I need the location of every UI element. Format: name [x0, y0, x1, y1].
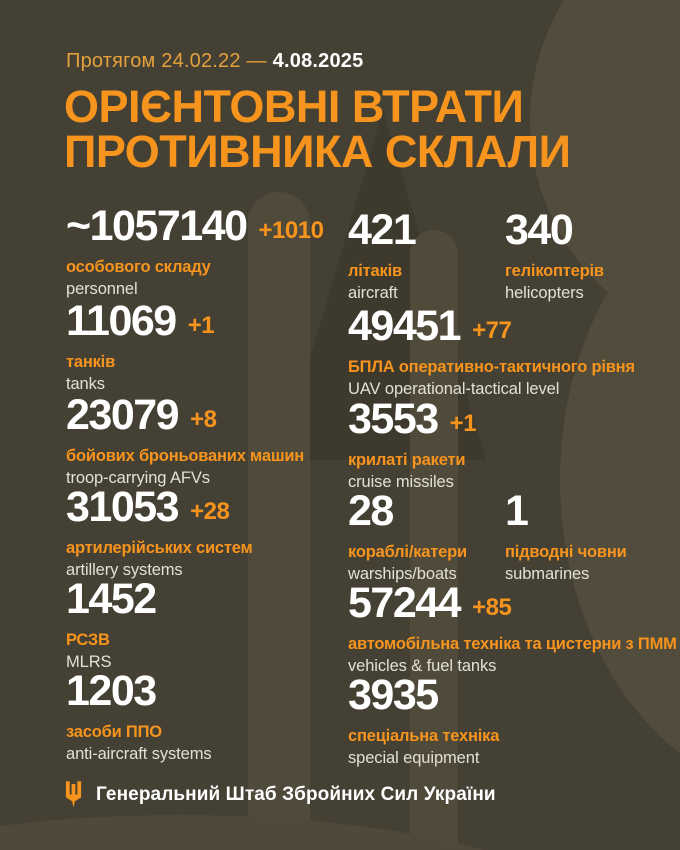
stat-label-en: troop-carrying AFVs [66, 468, 210, 487]
stat-mlrs: 1452 РСЗВ MLRS [66, 575, 157, 673]
stat-artillery: 31053 +28 артилерійських систем artillery… [66, 486, 253, 581]
stat-label-uk: гелікоптерів [505, 262, 604, 280]
stat-delta: +77 [472, 317, 512, 344]
stat-label-en: cruise missiles [348, 472, 454, 491]
stat-value: 1203 [66, 667, 157, 715]
stat-label-en: tanks [66, 374, 105, 393]
tryzub-icon [64, 781, 83, 808]
stat-helicopters: 340 гелікоптерів helicopters [505, 209, 604, 304]
page-title: ОРІЄНТОВНІ ВТРАТИ ПРОТИВНИКА СКЛАЛИ [64, 81, 571, 177]
report-date: 4.08.2025 [272, 50, 364, 72]
stat-label-en: helicopters [505, 283, 584, 302]
stat-delta: +1 [187, 312, 215, 339]
stat-label-uk: підводні човни [505, 543, 627, 561]
stat-delta: +85 [472, 594, 512, 621]
stat-label-uk: засоби ППО [66, 723, 162, 741]
stat-label-uk: крилаті ракети [348, 451, 466, 469]
stat-value: 1452 [66, 575, 157, 623]
stat-value: 3553 [348, 395, 439, 443]
stat-cruise-missiles: 3553 +1 крилаті ракети cruise missiles [348, 395, 477, 493]
stat-special-equipment: 3935 спеціальна техніка special equipmen… [348, 674, 499, 769]
stat-tanks: 11069 +1 танків tanks [66, 297, 215, 395]
organization-name: Генеральний Штаб Збройних Сил України [96, 783, 496, 805]
stat-uav: 49451 +77 БПЛА оперативно-тактичного рівн… [348, 305, 635, 400]
stat-label-uk: особового складу [66, 258, 211, 276]
stat-label-uk: бойових броньованих машин [66, 447, 305, 465]
stat-afv: 23079 +8 бойових броньованих машин troop-… [66, 394, 304, 489]
stat-value: 31053 [66, 483, 180, 531]
stat-label-en: vehicles & fuel tanks [348, 656, 497, 675]
stat-label-en: submarines [505, 564, 590, 583]
stat-value: 57244 [348, 579, 462, 627]
stat-label-en: special equipment [348, 748, 480, 767]
stat-label-uk: артилерійських систем [66, 539, 253, 557]
page-title-line-2: ПРОТИВНИКА СКЛАЛИ [64, 126, 571, 177]
stat-label-en: warships/boats [348, 564, 457, 583]
report-period: Протягом 24.02.22 —4.08.2025 [66, 50, 363, 73]
stat-label-en: artillery systems [66, 560, 183, 579]
stat-value: 3935 [348, 671, 439, 719]
stat-label-uk: РСЗВ [66, 631, 110, 649]
stat-value: 421 [348, 206, 417, 254]
stat-warships: 28 кораблі/катери warships/boats [348, 490, 467, 585]
stat-value: 11069 [66, 297, 177, 345]
period-label: Протягом 24.02.22 — [66, 50, 267, 72]
stat-value: 49451 [348, 302, 462, 350]
stat-vehicles: 57244 +85 автомобільна техніка та цистерн… [348, 582, 677, 677]
stat-personnel: ~1057140 +1010 особового складу personnel [66, 202, 324, 300]
stat-label-en: aircraft [348, 283, 398, 302]
stat-value: 23079 [66, 391, 180, 439]
stat-label-uk: автомобільна техніка та цистерни з ПММ [348, 635, 677, 653]
footer: Генеральний Штаб Збройних Сил України [64, 781, 496, 808]
stat-label-en: UAV operational-tactical level [348, 379, 560, 398]
stat-submarines: 1 підводні човни submarines [505, 490, 627, 585]
page-title-line-1: ОРІЄНТОВНІ ВТРАТИ [64, 81, 524, 132]
stat-delta: +1 [449, 410, 477, 437]
stat-delta: +1010 [258, 217, 324, 244]
stat-label-uk: БПЛА оперативно-тактичного рівня [348, 358, 635, 376]
stat-label-uk: кораблі/катери [348, 543, 467, 561]
stat-value: 28 [348, 487, 394, 535]
stat-label-uk: танків [66, 353, 116, 371]
stat-label-uk: спеціальна техніка [348, 727, 500, 745]
stat-label-en: anti-aircraft systems [66, 744, 212, 763]
stat-label-en: personnel [66, 279, 138, 298]
stat-label-uk: літаків [348, 262, 402, 280]
stat-anti-aircraft: 1203 засоби ППО anti-aircraft systems [66, 670, 212, 765]
stat-delta: +8 [190, 406, 217, 433]
watermark-shape [0, 815, 610, 850]
stat-value: ~1057140 [66, 202, 248, 250]
stat-delta: +28 [190, 498, 230, 525]
stat-value: 340 [505, 206, 574, 254]
stat-value: 1 [505, 487, 529, 535]
watermark-tryzub-prong [410, 230, 458, 850]
watermark-tryzub-prong [248, 192, 310, 850]
stat-aircraft: 421 літаків aircraft [348, 206, 417, 304]
stat-label-en: MLRS [66, 652, 112, 671]
